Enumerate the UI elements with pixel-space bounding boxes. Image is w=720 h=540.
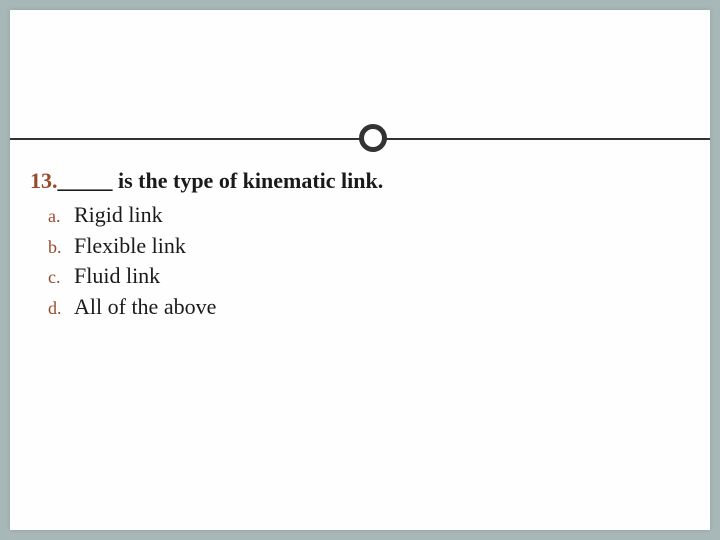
- question-text: 13._____ is the type of kinematic link.: [30, 168, 690, 194]
- option-text: Flexible link: [74, 233, 186, 258]
- content-area: 13._____ is the type of kinematic link. …: [30, 168, 690, 323]
- list-item: d.All of the above: [48, 292, 690, 322]
- options-list: a.Rigid link b.Flexible link c.Fluid lin…: [30, 200, 690, 322]
- list-item: c.Fluid link: [48, 261, 690, 291]
- question-blank: _____: [58, 168, 113, 193]
- option-letter: b.: [48, 235, 74, 259]
- list-item: a.Rigid link: [48, 200, 690, 230]
- option-letter: c.: [48, 265, 74, 289]
- divider-circle-icon: [359, 124, 387, 152]
- option-text: Fluid link: [74, 263, 160, 288]
- option-text: All of the above: [74, 294, 216, 319]
- question-body: is the type of kinematic link.: [113, 168, 384, 193]
- option-letter: d.: [48, 296, 74, 320]
- option-letter: a.: [48, 204, 74, 228]
- list-item: b.Flexible link: [48, 231, 690, 261]
- slide-card: 13._____ is the type of kinematic link. …: [10, 10, 710, 530]
- question-number: 13.: [30, 168, 58, 193]
- option-text: Rigid link: [74, 202, 163, 227]
